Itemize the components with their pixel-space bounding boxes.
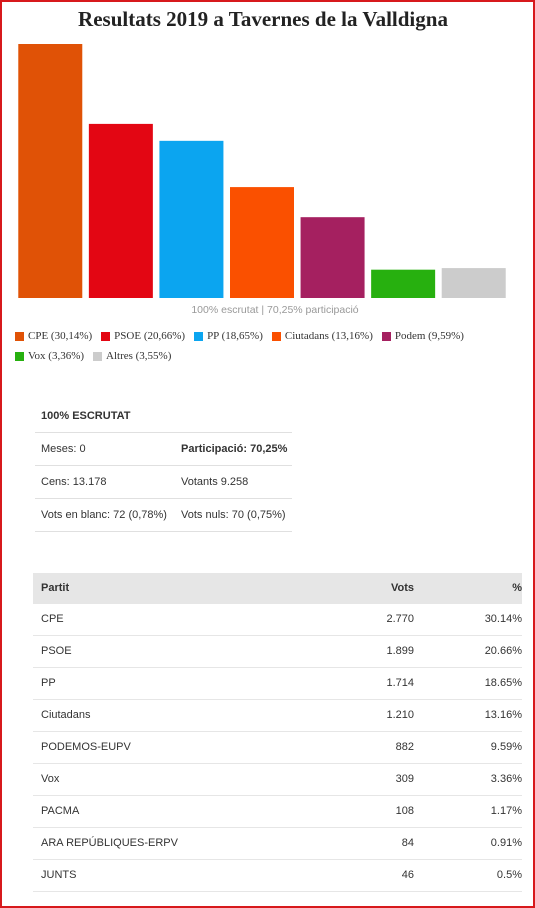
table-cell: 13.16% — [484, 709, 522, 721]
table-row: CPE 2.770 30.14% — [33, 604, 522, 636]
legend-swatch — [15, 331, 24, 341]
table-row: ARA REPÚBLIQUES-ERPV 84 0.91% — [33, 828, 522, 860]
bar — [371, 269, 436, 298]
table-cell: 1.17% — [490, 805, 522, 817]
table-cell: 20.66% — [484, 645, 522, 657]
table-cell: 3.36% — [490, 773, 522, 785]
bar — [230, 187, 294, 298]
table-cell: 0.5% — [496, 869, 522, 881]
summary-row: Vots en blanc: 72 (0,78%) Vots nuls: 70 (… — [35, 499, 292, 532]
table-cell: 108 — [395, 805, 414, 817]
legend-swatch — [15, 351, 24, 361]
summary-row: Meses: 0 Participació: 70,25% — [35, 433, 292, 466]
table-row: Vox 309 3.36% — [33, 764, 522, 796]
table-cell: PODEMOS-EUPV — [41, 741, 131, 753]
table-cell: 1.210 — [386, 709, 414, 721]
legend-item: CPE (30,14%) — [15, 326, 92, 346]
chart-note: 100% escrutat | 70,25% participació — [191, 304, 358, 316]
table-cell: 84 — [401, 837, 414, 849]
legend-swatch — [93, 351, 103, 361]
summary-cell: Meses: 0 — [41, 443, 86, 455]
table-cell: 30.14% — [484, 613, 522, 625]
chart-title: Resultats 2019 a Tavernes de la Valldign… — [78, 7, 448, 31]
chart: Resultats 2019 a Tavernes de la Valldign… — [18, 7, 506, 316]
table-cell: CPE — [41, 613, 64, 625]
bar — [300, 217, 365, 298]
legend-label: PSOE (20,66%) — [114, 330, 186, 342]
legend-label: PP (18,65%) — [207, 330, 263, 342]
legend-item: Podem (9,59%) — [381, 326, 464, 346]
table-cell: 1.899 — [386, 645, 414, 657]
legend-item: PP (18,65%) — [194, 326, 263, 346]
table-cell: 882 — [395, 741, 414, 753]
table-cell: Ciutadans — [41, 709, 91, 721]
legend-item: Vox (3,36%) — [15, 346, 84, 366]
legend: CPE (30,14%) PSOE (20,66%) PP (18,65%) Ciut… — [15, 326, 505, 366]
table-cell: 309 — [395, 773, 414, 785]
header-cell: Partit — [41, 582, 70, 594]
table-cell: JUNTS — [41, 869, 77, 881]
header-cell: % — [512, 582, 522, 594]
summary-cell: Cens: 13.178 — [41, 476, 107, 488]
summary-cell: Vots en blanc: 72 (0,78%) — [41, 509, 167, 521]
bar — [18, 44, 83, 298]
legend-label: Vox (3,36%) — [28, 350, 85, 362]
summary: 100% ESCRUTAT Meses: 0 Participació: 70,25… — [35, 400, 292, 532]
table-row: PACMA 108 1.17% — [33, 796, 522, 828]
results-table: Partit Vots% CPE 2.770 30.14% PSOE 1.899 20.66%… — [33, 573, 522, 892]
table-row: PSOE 1.899 20.66% — [33, 636, 522, 668]
summary-cell: Vots nuls: 70 (0,75%) — [181, 509, 286, 521]
summary-cell: Votants 9.258 — [181, 476, 249, 488]
table-cell: 9.59% — [490, 741, 522, 753]
table-cell: 1.714 — [386, 677, 414, 689]
table-cell: PSOE — [41, 645, 72, 657]
table-cell: 18.65% — [484, 677, 522, 689]
legend-item: Ciutadans (13,16%) — [271, 326, 373, 346]
table-cell: PP — [41, 677, 56, 689]
table-cell: Vox — [41, 773, 60, 785]
bar — [159, 140, 224, 298]
legend-swatch — [271, 331, 281, 341]
table-cell: PACMA — [41, 805, 80, 817]
table-row: Ciutadans 1.210 13.16% — [33, 700, 522, 732]
legend-label: Altres (3,55%) — [106, 350, 172, 362]
header-cell: Vots — [390, 582, 414, 594]
legend-swatch — [194, 331, 204, 341]
table-cell: ARA REPÚBLIQUES-ERPV — [41, 837, 178, 849]
bar — [441, 268, 506, 298]
summary-row: Cens: 13.178 Votants 9.258 — [35, 466, 292, 499]
legend-item: Altres (3,55%) — [93, 346, 171, 366]
bar — [88, 123, 153, 298]
table-row: PP 1.714 18.65% — [33, 668, 522, 700]
legend-label: Podem (9,59%) — [394, 330, 464, 342]
legend-swatch — [101, 331, 111, 341]
table-header: Partit Vots% — [33, 573, 522, 604]
table-cell: 0.91% — [490, 837, 522, 849]
legend-label: Ciutadans (13,16%) — [284, 330, 373, 342]
table-cell: 2.770 — [386, 613, 414, 625]
legend-label: CPE (30,14%) — [28, 330, 93, 342]
table-row: JUNTS 46 0.5% — [33, 860, 522, 892]
legend-item: PSOE (20,66%) — [101, 326, 185, 346]
summary-cell: Participació: 70,25% — [181, 443, 288, 455]
table-cell: 46 — [401, 869, 414, 881]
legend-swatch — [381, 331, 391, 341]
table-row: PODEMOS-EUPV 882 9.59% — [33, 732, 522, 764]
summary-title: 100% ESCRUTAT — [35, 400, 292, 433]
